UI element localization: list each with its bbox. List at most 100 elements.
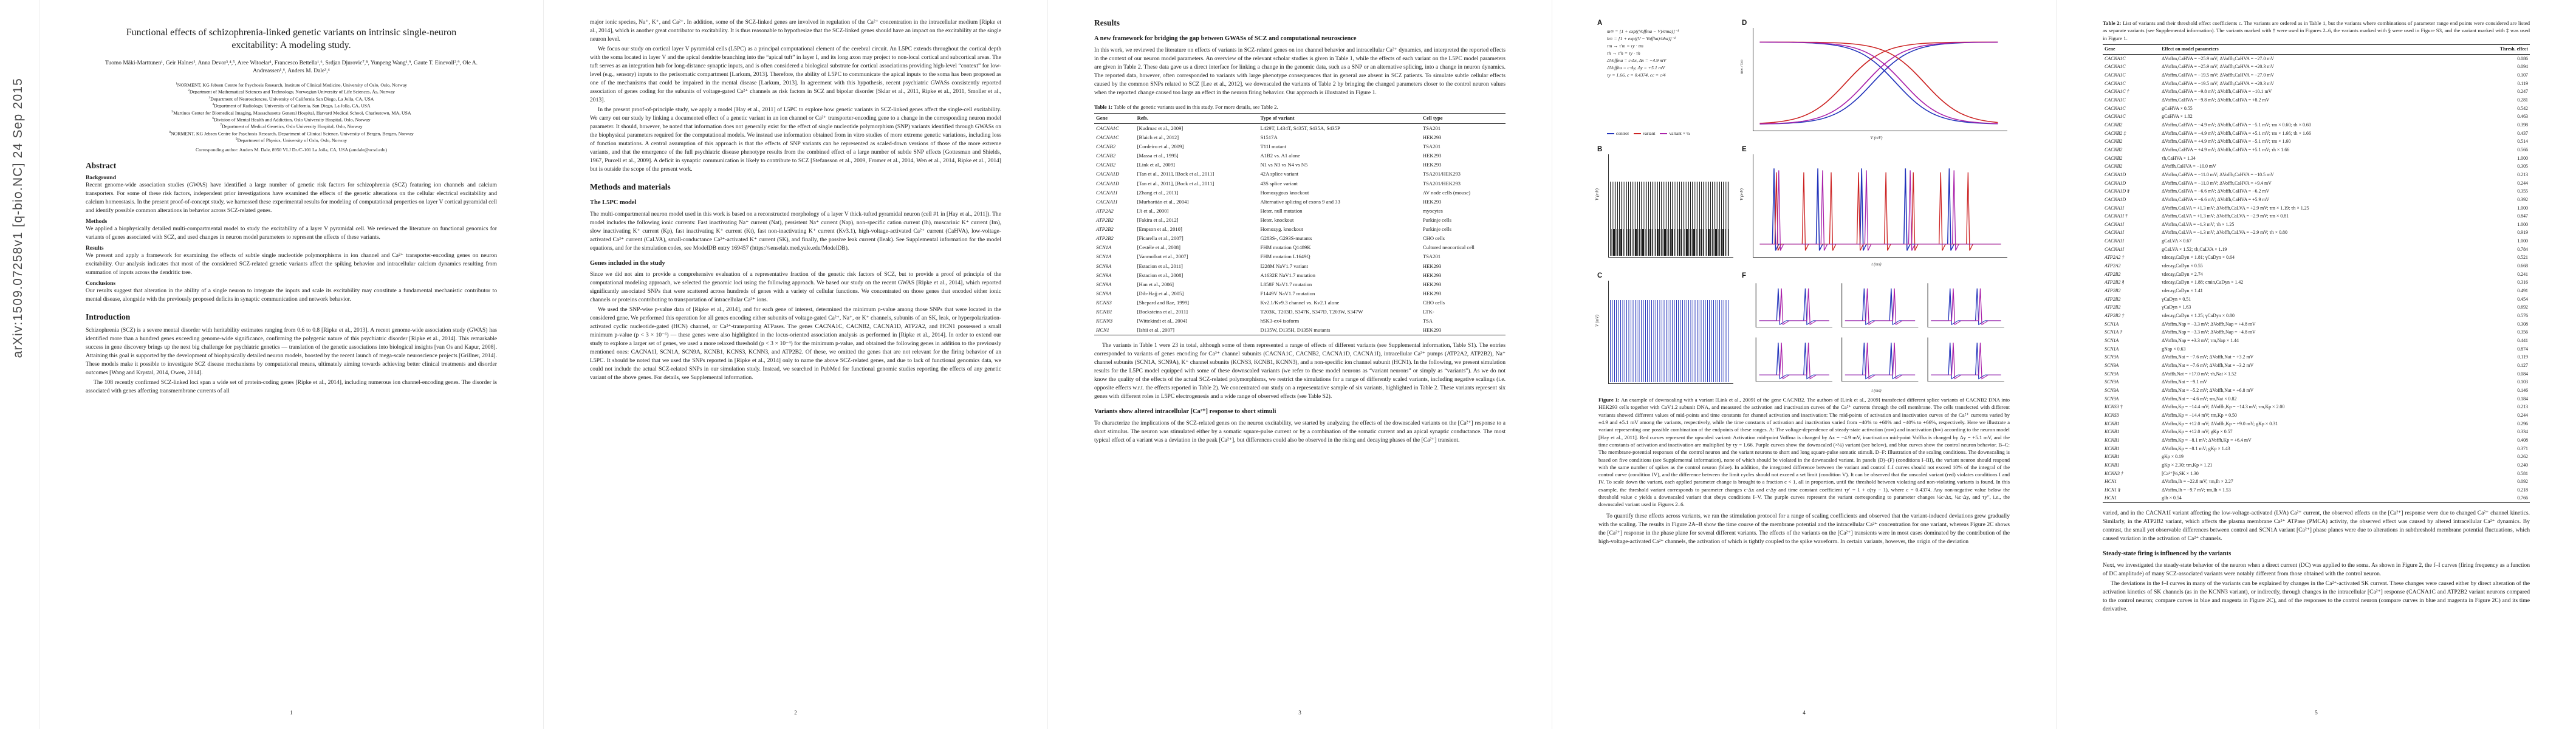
- table-row: SCN1A ΔVoffm,Nap = +3.3 mV; τm,Nap × 1.44…: [2103, 337, 2530, 345]
- equation-line: h∞ = [1 + exp((V − Voffha)/σha)]⁻¹: [1607, 36, 1676, 42]
- table-cell: ATP2B2: [1096, 235, 1114, 242]
- table-cell: 0.241: [2517, 271, 2528, 277]
- table-cell: SCN9A: [2105, 371, 2119, 377]
- equation-line: τh → τ′h = τy · τh: [1607, 50, 1640, 56]
- table-cell: CACNA1I: [2105, 238, 2125, 244]
- table-cell: KCNB1: [2105, 462, 2120, 468]
- table-cell: HEK293: [1422, 134, 1442, 140]
- table-cell: TSA201/HEK293: [1422, 180, 1461, 187]
- table-row: CACNB2 ‡ ΔVoffm,CaHVA = −4.9 mV; ΔVoffh,C…: [2103, 129, 2530, 138]
- curve: [1927, 337, 2004, 382]
- table-cell: ATP2B2: [2105, 296, 2121, 302]
- table-cell: τdecay,CaDyn × 1.41: [2162, 288, 2203, 294]
- table-cell: ΔVoffm,Nat = −5.2 mV; ΔVoffh,Nat = +6.8 …: [2162, 387, 2254, 393]
- table-row: SCN1A [Cestèle et al., 2008] FHM mutation …: [1094, 243, 1506, 252]
- curve: [1759, 342, 1829, 380]
- small-multiples-plot: [1755, 283, 2004, 382]
- paper-title: Functional effects of schizophrenia-link…: [126, 27, 457, 50]
- table-cell: SCN1A: [1096, 253, 1112, 260]
- abstract-section-label: Conclusions: [86, 281, 116, 287]
- table-cell: CACNA1C: [2105, 64, 2126, 70]
- column-header: Gene: [2103, 44, 2160, 55]
- table-cell: SCN1A †: [2105, 329, 2123, 335]
- table-cell: 1.000: [2517, 155, 2528, 161]
- table-cell: L429T, L434T, S435T, S435A, S435P: [1260, 125, 1340, 131]
- table-cell: 0.576: [2517, 313, 2528, 319]
- figure-right-column: D V (mV) m∞ / h∞ E t (ms) V (mV) F t (ms…: [1739, 19, 2010, 393]
- table-cell: τh,CaHVA × 1.34: [2162, 155, 2196, 161]
- curve: [1931, 342, 2001, 380]
- table-cell: HEK293: [1422, 290, 1442, 296]
- equation-line: ΔVoffha = c·Δy, Δy = +5.1 mV: [1607, 65, 1665, 71]
- table-cell: [Shepard and Rae, 1999]: [1137, 299, 1190, 306]
- table-cell: 0.213: [2517, 171, 2528, 177]
- arxiv-watermark: arXiv:1509.07258v1 [q-bio.NC] 24 Sep 201…: [11, 78, 25, 358]
- table-cell: [Vanmolkot et al., 2007]: [1137, 253, 1188, 260]
- table-row: SCN1A [Vanmolkot et al., 2007] FHM mutatio…: [1094, 252, 1506, 261]
- table-row: ATP2B2 [Empson et al., 2010] Homozyg. knoc…: [1094, 225, 1506, 234]
- table-cell: [Ficarella et al., 2007]: [1137, 235, 1184, 242]
- table-cell: hSK3-ex4 isoform: [1260, 318, 1300, 324]
- table-cell: CACNA1C: [2105, 97, 2126, 103]
- table-cell: CACNA1D: [2105, 196, 2126, 202]
- table-cell: 43S splice variant: [1260, 180, 1298, 187]
- panel-F-xlabel: t (ms): [1871, 388, 1882, 393]
- table-cell: Homozyg. knockout: [1260, 226, 1303, 233]
- column-header: Cell type: [1420, 112, 1506, 124]
- table-cell: gCaLVA × 0.67: [2162, 238, 2192, 244]
- table-cell: ATP2A2: [2105, 263, 2121, 269]
- paragraph: The multi-compartmental neuron model use…: [590, 210, 1001, 252]
- table1-header: Gene Refs. Type of variant Cell type: [1094, 112, 1506, 124]
- table-cell: T203K, T203D, S347K, S347D, T203W, S347W: [1260, 309, 1363, 315]
- ca-section-heading: Variants show altered intracellular [Ca²…: [1094, 408, 1276, 416]
- table-cell: CACNA1D: [2105, 180, 2126, 186]
- table-cell: ΔVoffm,CaHVA = −6.6 mV; ΔVoffh,CaHVA = −…: [2162, 188, 2270, 194]
- table-row: CACNA1I [Zhang et al., 2011] Homozygous kn…: [1094, 188, 1506, 197]
- table-cell: gNap × 0.63: [2162, 346, 2186, 352]
- table-row: SCN9A ΔVoffm,Nat = −7.6 mV; ΔVoffh,Nat = …: [2103, 361, 2530, 370]
- table-cell: KCNB1: [2105, 445, 2120, 451]
- table-cell: HEK293: [1422, 272, 1442, 278]
- column-header: Thresh. effect: [2466, 44, 2530, 55]
- table-cell: TSA201: [1422, 125, 1441, 131]
- table-cell: 0.316: [2517, 279, 2528, 286]
- affiliation-line: 7Department of Medical Genetics, Oslo Un…: [220, 123, 363, 129]
- table-cell: 0.514: [2517, 139, 2528, 145]
- table-cell: τdecay,CaDyn × 0.55: [2162, 263, 2203, 269]
- legend-swatch: [1607, 132, 1614, 134]
- table-cell: TSA201: [1422, 253, 1441, 260]
- table-cell: [Cestèle et al., 2008]: [1137, 244, 1180, 251]
- table-header-row: Gene Refs. Type of variant Cell type: [1094, 112, 1506, 124]
- table-cell: [Massa et al., 1995]: [1137, 152, 1179, 159]
- table-row: SCN9A [Estacion et al., 2011] I228M NaV1.7…: [1094, 261, 1506, 270]
- figure1-caption-text: An example of downscaling with a variant…: [1598, 397, 2010, 508]
- table-row: CACNA1C gCaHVA × 0.55 0.542: [2103, 104, 2530, 113]
- table-cell: HCN1 §: [2105, 487, 2121, 493]
- table-cell: CACNA1D: [1096, 171, 1120, 177]
- voltage-trace-black-base: [1610, 229, 1730, 256]
- affiliation-line: 3Department of Neurosciences, University…: [208, 95, 374, 102]
- table-cell: 0.581: [2517, 470, 2528, 476]
- affiliation-number: 7: [220, 123, 222, 128]
- table-cell: 0.334: [2517, 429, 2528, 435]
- table-cell: CACNA1D §: [2105, 188, 2129, 194]
- table-cell: CACNB2: [1096, 162, 1115, 168]
- table-cell: SCN9A: [2105, 354, 2119, 360]
- table-cell: S1517A: [1260, 134, 1278, 140]
- table-cell: HCN1: [2103, 494, 2160, 504]
- table-row: KCNB1 ΔVoffm,Kp = +12.0 mV; ΔVoffh,Kp = +…: [2103, 420, 2530, 428]
- body-text: major ionic species, Na⁺, K⁺, and Ca²⁺. …: [590, 18, 1001, 174]
- table-cell: Cultured neocortical cell: [1422, 244, 1475, 251]
- table-row: ATP2B2 † τdecay,CaDyn × 1.25; γCaDyn × 0.…: [2103, 312, 2530, 320]
- table-cell: 0.107: [2517, 72, 2528, 78]
- figure1-caption: Figure 1: An example of downscaling with…: [1598, 396, 2010, 508]
- table-cell: 0.240: [2517, 462, 2528, 468]
- curve: [1759, 288, 1829, 326]
- table-row: SCN9A ΔVoffm,Nat = −5.2 mV; ΔVoffh,Nat = …: [2103, 386, 2530, 395]
- table-row: CACNA1C † ΔVoffm,CaHVA = −9.8 mV; ΔVoffh,…: [2103, 87, 2530, 96]
- equation-line: ΔVoffma = c·Δx, Δx = −4.9 mV: [1607, 58, 1667, 64]
- table-row: ATP2B2 § τdecay,CaDyn × 1.88; cmin,CaDyn …: [2103, 279, 2530, 287]
- table-row: KCNB1 gKp × 2.30; τm,Kp × 1.21 0.240: [2103, 461, 2530, 470]
- paragraph: We focus our study on cortical layer V p…: [590, 46, 1001, 103]
- table-cell: ΔVoffm,CaHVA = −19.5 mV; ΔVoffh,CaHVA = …: [2162, 72, 2275, 78]
